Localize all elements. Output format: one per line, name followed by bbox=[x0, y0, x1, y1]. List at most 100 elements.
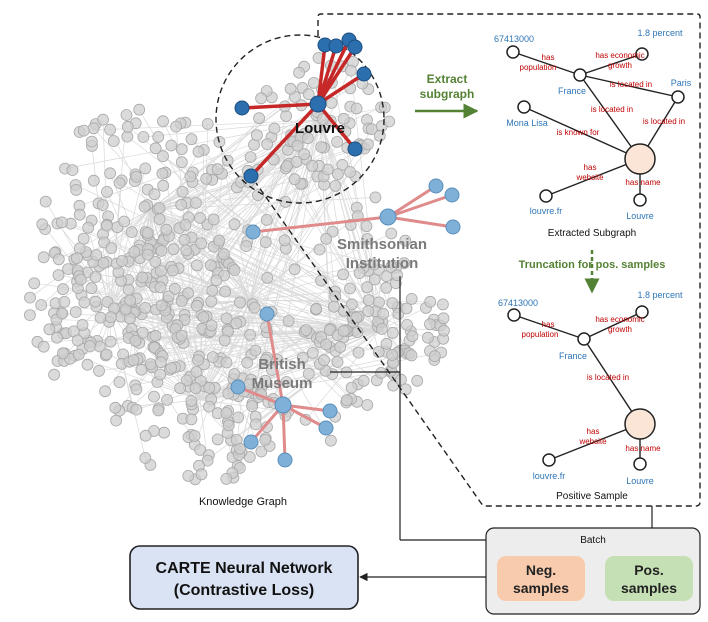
kg-node bbox=[399, 234, 412, 247]
kg-node bbox=[135, 363, 148, 376]
svg-text:has: has bbox=[587, 427, 600, 436]
smithsonian-node[interactable] bbox=[379, 208, 397, 226]
kg-node bbox=[170, 120, 183, 133]
svg-text:France: France bbox=[559, 351, 587, 361]
kg-node bbox=[175, 198, 188, 211]
kg-node bbox=[383, 115, 396, 128]
kg-node bbox=[104, 335, 117, 348]
kg-node bbox=[261, 271, 274, 284]
kg-node bbox=[136, 271, 149, 284]
kg-node bbox=[329, 179, 342, 192]
carte-box[interactable] bbox=[129, 545, 359, 610]
kg-edge bbox=[199, 356, 214, 401]
kg-node bbox=[394, 373, 407, 386]
es-node-growth-label: 1.8 percent bbox=[637, 28, 683, 38]
kg-node bbox=[185, 133, 198, 146]
kg-node bbox=[385, 261, 398, 274]
node-name bbox=[633, 193, 647, 207]
kg-node bbox=[73, 208, 86, 221]
kg-node bbox=[361, 399, 374, 411]
kg-edge bbox=[149, 194, 259, 211]
louvre-node[interactable] bbox=[309, 95, 327, 113]
kg-node bbox=[156, 167, 169, 180]
kg-node bbox=[104, 123, 116, 136]
kg-node bbox=[250, 129, 263, 142]
kg-edge bbox=[109, 114, 127, 311]
svg-text:population: population bbox=[520, 63, 557, 72]
kg-node bbox=[386, 297, 399, 310]
kg-node bbox=[35, 299, 48, 311]
kg-node bbox=[288, 263, 301, 276]
extract-label-line1: Extract bbox=[427, 72, 468, 86]
kg-node bbox=[100, 348, 113, 361]
kg-node bbox=[362, 294, 375, 307]
kg-node bbox=[139, 452, 152, 464]
kg-node bbox=[56, 307, 69, 320]
kg-node bbox=[121, 120, 134, 133]
kg-node bbox=[175, 156, 188, 169]
kg-node bbox=[259, 374, 272, 387]
kg-node bbox=[206, 351, 219, 364]
kg-node bbox=[70, 183, 83, 196]
kg-node bbox=[154, 368, 167, 381]
kg-node bbox=[89, 295, 102, 308]
neg-samples-box[interactable] bbox=[497, 556, 585, 601]
svg-text:Pos.: Pos. bbox=[634, 562, 664, 578]
kg-node bbox=[85, 282, 98, 295]
positive-sample-caption: Positive Sample bbox=[556, 491, 628, 502]
kg-node bbox=[81, 358, 94, 371]
kg-node bbox=[73, 242, 86, 255]
kg-node bbox=[244, 328, 257, 341]
kg-node bbox=[228, 264, 241, 277]
kg-node bbox=[353, 267, 366, 280]
kg-node bbox=[120, 109, 133, 121]
kg-node bbox=[211, 433, 224, 446]
kg-node bbox=[306, 159, 319, 172]
kg-node bbox=[200, 172, 213, 185]
kg-node bbox=[52, 253, 65, 266]
kg-node bbox=[148, 390, 160, 403]
kg-node bbox=[71, 252, 83, 265]
kg-node bbox=[76, 318, 89, 331]
kg-node bbox=[96, 199, 109, 212]
kg-node bbox=[221, 154, 234, 167]
kg-node bbox=[372, 346, 385, 358]
kg-edge bbox=[249, 291, 336, 301]
kg-node bbox=[195, 468, 208, 481]
kg-node bbox=[69, 306, 82, 319]
kg-node bbox=[130, 383, 143, 396]
pos-samples-box[interactable] bbox=[605, 556, 693, 601]
british-museum-node[interactable] bbox=[274, 396, 292, 414]
kg-node bbox=[340, 394, 353, 407]
svg-text:growth: growth bbox=[608, 325, 632, 334]
british-museum-label-line1: British bbox=[258, 356, 306, 373]
kg-edge bbox=[319, 119, 369, 312]
kg-node bbox=[241, 356, 254, 369]
kg-node bbox=[166, 264, 179, 277]
kg-node bbox=[220, 407, 233, 419]
svg-text:growth: growth bbox=[608, 61, 632, 70]
kg-node bbox=[89, 271, 102, 284]
kg-node bbox=[71, 334, 84, 347]
extracted-subgraph-caption: Extracted Subgraph bbox=[548, 228, 636, 239]
kg-node bbox=[58, 295, 71, 308]
kg-node bbox=[249, 344, 262, 357]
svg-text:Neg.: Neg. bbox=[526, 562, 556, 578]
kg-node bbox=[298, 148, 311, 161]
kg-edge bbox=[79, 119, 321, 207]
kg-node bbox=[345, 298, 358, 311]
kg-node bbox=[179, 219, 192, 231]
kg-node bbox=[87, 122, 100, 135]
kg-node bbox=[360, 220, 373, 233]
node-population bbox=[506, 45, 520, 59]
svg-text:has: has bbox=[542, 53, 555, 62]
kg-node bbox=[368, 258, 380, 271]
kg-node bbox=[344, 166, 357, 178]
kg-edge bbox=[249, 215, 358, 301]
kg-node bbox=[77, 232, 90, 245]
svg-text:Louvre: Louvre bbox=[626, 476, 654, 486]
kg-node bbox=[74, 273, 87, 286]
kg-node bbox=[405, 292, 418, 305]
kg-node bbox=[253, 112, 266, 125]
kg-node bbox=[182, 287, 195, 300]
